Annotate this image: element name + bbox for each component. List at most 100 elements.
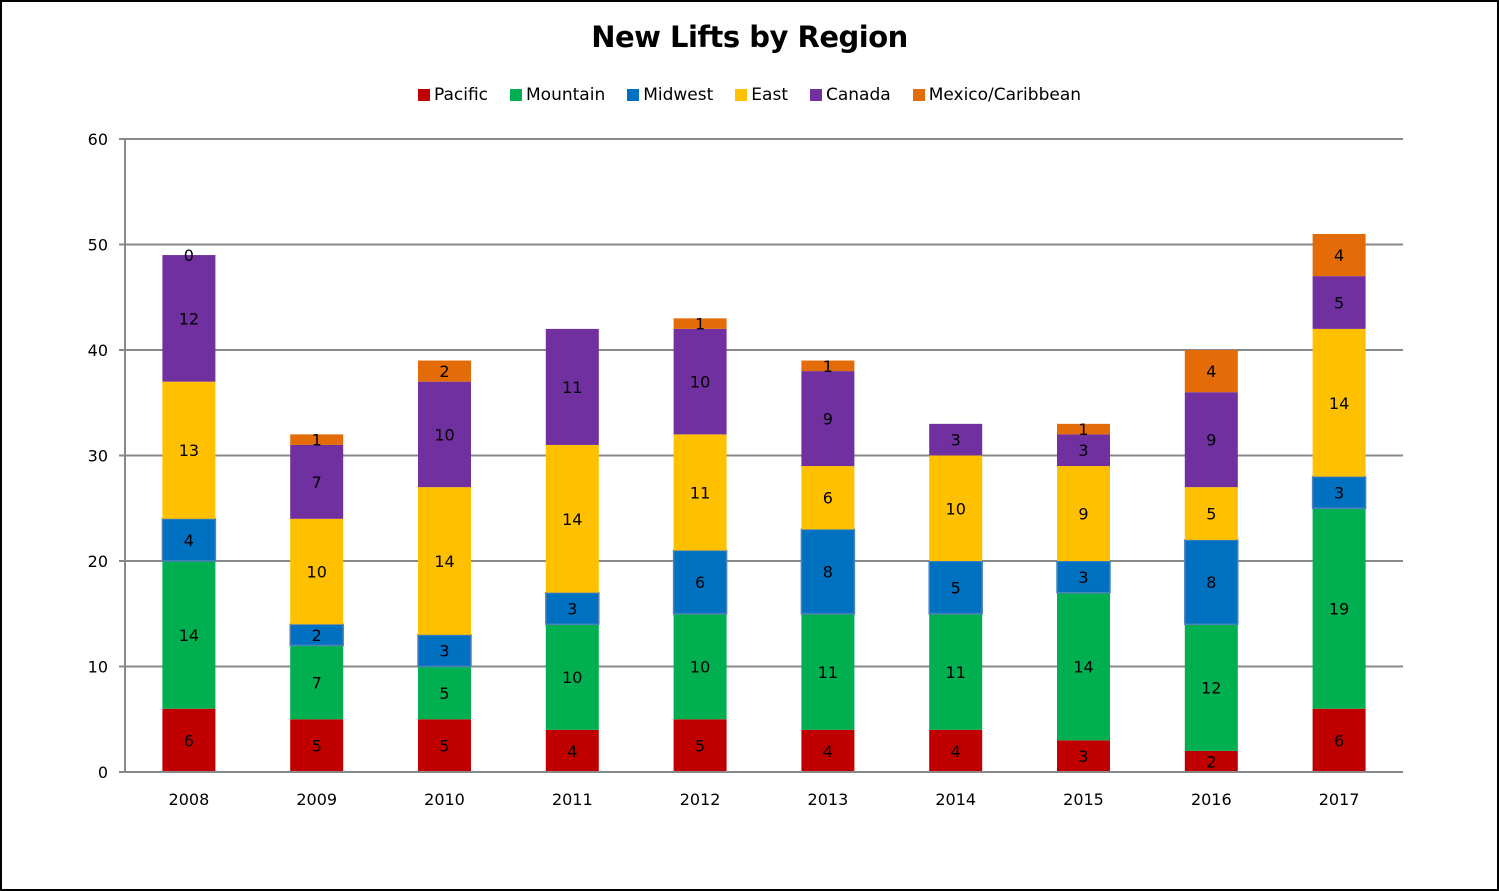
data-label-canada-2008: 12: [179, 309, 199, 328]
data-label-mexico-caribbean-2015: 1: [1078, 420, 1088, 439]
legend-swatch-pacific: [417, 89, 430, 101]
bar-pacific-2017: [1312, 708, 1366, 772]
data-label-mexico-caribbean-2017: 4: [1334, 246, 1344, 265]
data-label-canada-2012: 10: [690, 373, 710, 392]
legend-item-east[interactable]: East: [735, 85, 788, 105]
legend-item-mountain[interactable]: Mountain: [510, 85, 605, 105]
data-label-pacific-2012: 5: [695, 737, 705, 756]
bar-pacific-2011: [545, 729, 599, 772]
legend-label-midwest: Midwest: [643, 85, 714, 105]
bar-pacific-2014: [929, 729, 983, 772]
y-tick-label-20: 20: [88, 552, 108, 571]
bar-midwest-2013: [800, 528, 856, 615]
legend-item-canada[interactable]: Canada: [809, 85, 891, 105]
data-label-pacific-2009: 5: [312, 737, 322, 756]
bar-mountain-2009: [290, 645, 344, 720]
bar-canada-2010: [418, 381, 471, 488]
legend-item-midwest[interactable]: Midwest: [627, 85, 713, 105]
x-tick-label-2008: 2008: [169, 790, 210, 809]
data-label-mountain-2015: 14: [1073, 658, 1093, 677]
bar-mountain-2008: [162, 561, 216, 709]
data-label-east-2016: 5: [1206, 505, 1216, 524]
bar-mexico-caribbean-2016: [1184, 350, 1238, 393]
data-label-midwest-2010: 3: [439, 642, 449, 661]
data-label-canada-2013: 9: [823, 410, 833, 429]
legend-label-pacific: Pacific: [433, 85, 489, 105]
data-label-east-2011: 14: [562, 510, 582, 529]
legend-swatch-east: [735, 89, 748, 101]
data-label-midwest-2017: 3: [1334, 483, 1344, 502]
bar-mexico-caribbean-2015: [1057, 423, 1110, 435]
chart-title: New Lifts by Region: [591, 20, 908, 54]
y-tick-label-50: 50: [88, 236, 108, 255]
bar-canada-2008: [162, 255, 216, 382]
x-tick-label-2013: 2013: [808, 790, 849, 809]
bar-canada-2011: [545, 328, 599, 445]
bar-midwest-2012: [672, 549, 728, 615]
y-tick-label-10: 10: [88, 658, 108, 677]
y-tick-label-40: 40: [88, 341, 108, 360]
data-label-east-2015: 9: [1078, 505, 1088, 524]
data-label-mountain-2016: 12: [1201, 679, 1221, 698]
data-label-mountain-2008: 14: [179, 626, 199, 645]
data-label-east-2014: 10: [946, 499, 966, 518]
data-label-pacific-2010: 5: [439, 737, 449, 756]
legend-swatch-mexico-caribbean: [912, 89, 925, 101]
bar-pacific-2010: [418, 719, 471, 772]
data-label-east-2017: 14: [1329, 394, 1349, 413]
bar-east-2009: [290, 518, 344, 625]
data-label-east-2012: 11: [690, 483, 710, 502]
data-label-mountain-2013: 11: [818, 663, 838, 682]
legend-label-east: East: [751, 85, 788, 105]
bar-mexico-caribbean-2010: [418, 360, 471, 382]
bar-canada-2013: [801, 371, 855, 467]
bar-mountain-2013: [801, 613, 855, 730]
bar-canada-2016: [1184, 392, 1238, 488]
data-label-canada-2010: 10: [434, 425, 454, 444]
legend-item-mexico-caribbean[interactable]: Mexico/Caribbean: [912, 85, 1082, 105]
data-label-midwest-2008: 4: [184, 531, 194, 550]
bar-mountain-2015: [1057, 592, 1110, 741]
y-tick-label-0: 0: [98, 763, 108, 782]
data-label-mexico-caribbean-2009: 1: [312, 431, 322, 450]
data-label-mexico-caribbean-2010: 2: [439, 362, 449, 381]
legend-label-mexico-caribbean: Mexico/Caribbean: [928, 85, 1082, 105]
legend-swatch-midwest: [627, 89, 640, 101]
bar-pacific-2009: [290, 719, 344, 772]
data-label-mexico-caribbean-2008: 0: [184, 246, 194, 265]
bar-mountain-2012: [673, 613, 727, 720]
x-tick-label-2011: 2011: [552, 790, 593, 809]
bar-canada-2012: [673, 328, 727, 435]
bar-east-2015: [1057, 466, 1110, 561]
bar-east-2017: [1312, 328, 1366, 477]
data-label-pacific-2013: 4: [823, 742, 833, 761]
legend-item-pacific[interactable]: Pacific: [417, 85, 489, 105]
bar-mexico-caribbean-2017: [1312, 233, 1366, 277]
data-label-pacific-2011: 4: [567, 742, 577, 761]
y-tick-label-30: 30: [88, 447, 108, 466]
data-label-pacific-2015: 3: [1078, 747, 1088, 766]
data-label-midwest-2011: 3: [567, 599, 577, 618]
bar-mountain-2010: [418, 666, 471, 720]
bar-midwest-2014: [928, 560, 983, 615]
data-label-midwest-2012: 6: [695, 573, 705, 592]
y-tick-label-60: 60: [88, 130, 108, 149]
bar-canada-2014: [929, 423, 983, 456]
bar-pacific-2015: [1057, 740, 1110, 772]
x-tick-label-2014: 2014: [935, 790, 976, 809]
data-label-east-2013: 6: [823, 489, 833, 508]
bar-east-2008: [162, 381, 216, 519]
bar-mexico-caribbean-2009: [290, 434, 344, 445]
bar-mexico-caribbean-2013: [801, 360, 855, 372]
legend-swatch-canada: [809, 89, 822, 101]
data-label-mexico-caribbean-2012: 1: [695, 315, 705, 334]
data-label-mexico-caribbean-2013: 1: [823, 357, 833, 376]
data-label-pacific-2014: 4: [951, 742, 961, 761]
data-label-mountain-2014: 11: [946, 663, 966, 682]
bar-mountain-2016: [1184, 624, 1238, 751]
bar-east-2012: [673, 434, 727, 551]
data-label-mountain-2010: 5: [439, 684, 449, 703]
legend-label-canada: Canada: [825, 85, 891, 105]
